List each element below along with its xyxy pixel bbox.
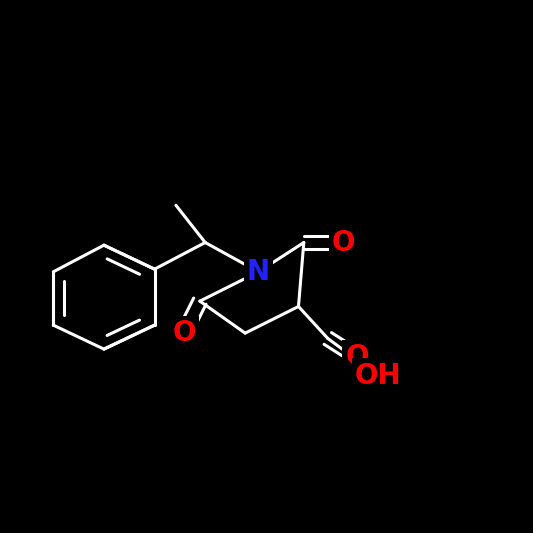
Text: N: N — [247, 258, 270, 286]
Text: O: O — [345, 343, 369, 371]
Text: O: O — [332, 229, 356, 256]
Text: O: O — [172, 319, 196, 347]
Text: OH: OH — [355, 362, 402, 390]
